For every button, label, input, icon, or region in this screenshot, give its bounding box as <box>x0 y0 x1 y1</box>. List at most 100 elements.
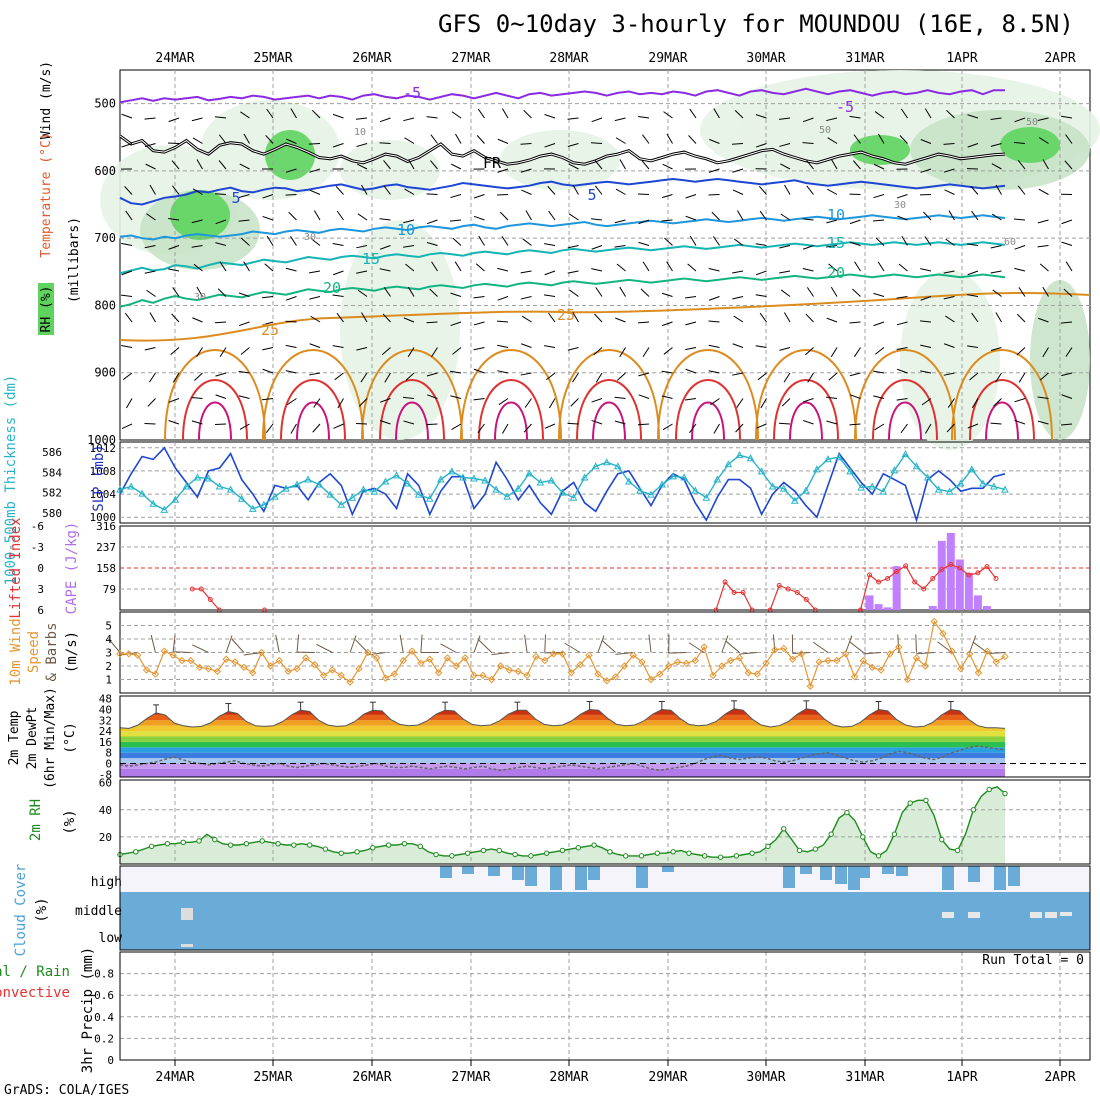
wind10m-point <box>381 674 390 682</box>
wind-barb <box>478 235 485 246</box>
cloud-gap <box>1060 912 1072 916</box>
wind-barb <box>191 117 203 122</box>
wind-barb <box>426 321 438 324</box>
wind-barb <box>285 168 297 173</box>
wind-barb <box>806 185 814 195</box>
wind-barb <box>121 345 133 348</box>
thickness-point <box>813 465 821 473</box>
cloud-frame <box>119 865 1091 951</box>
wind10m-point <box>443 654 452 662</box>
li-tick: -6 <box>31 520 44 533</box>
wind-barb <box>496 194 509 196</box>
wind10m-barb <box>792 652 811 654</box>
cape-tick: 79 <box>103 583 116 596</box>
wind-barb <box>945 238 955 246</box>
cloud-tick-middle: middle <box>75 904 122 919</box>
wind-barb <box>382 313 391 323</box>
wind-barb <box>594 160 603 170</box>
wind10m-point <box>797 650 806 658</box>
thickness-point <box>116 485 124 493</box>
thickness-point <box>425 494 434 502</box>
wind10m-point <box>231 658 239 666</box>
wind-barb <box>544 423 556 429</box>
wind10m-barb <box>969 635 977 653</box>
wind-barb <box>379 218 391 221</box>
wind10m-speed-line <box>120 620 1006 689</box>
cape-tick: 316 <box>96 520 116 533</box>
high-cloud-bar <box>882 866 894 874</box>
date-label-bottom: 27MAR <box>451 1070 490 1085</box>
date-label-bottom: 30MAR <box>746 1070 785 1085</box>
cape-bar <box>973 595 982 610</box>
wind-barb <box>732 372 744 376</box>
isotherm-label: 20 <box>827 264 845 282</box>
wind-barb <box>1037 117 1049 121</box>
thickness-point <box>636 486 644 494</box>
wind-barb <box>145 163 156 170</box>
wind-barb <box>591 268 603 272</box>
precip-frame <box>119 951 1091 1061</box>
wind-barb <box>172 372 180 383</box>
high-cloud-bar <box>550 866 562 890</box>
pressure-tick: 900 <box>94 366 116 380</box>
wind-barb <box>358 398 368 407</box>
wind-barb <box>1017 185 1026 195</box>
wind-barb <box>356 270 368 274</box>
axis-label-cape: CAPE (J/kg) <box>64 522 80 615</box>
wind-barb <box>548 398 556 409</box>
wind-barb <box>663 111 673 119</box>
thickness-point <box>890 466 899 474</box>
wind10m-point <box>240 663 248 672</box>
thickness-point <box>182 482 191 490</box>
temp-tick: 16 <box>99 736 112 749</box>
wind-barb <box>735 423 744 433</box>
wind-barb <box>852 288 861 297</box>
rh2m-point <box>133 849 139 855</box>
wind-barb <box>357 289 368 297</box>
wind10m-point <box>249 669 257 677</box>
axis-label-slp: SLP (mb) <box>91 444 107 511</box>
wind-barb <box>591 398 603 403</box>
date-label-top: 28MAR <box>549 51 588 66</box>
wind-barb <box>426 193 438 195</box>
wind-barb <box>828 263 838 272</box>
wind-barb <box>923 211 932 221</box>
lifted-index-point <box>903 563 909 569</box>
wind10m-barb <box>739 652 758 655</box>
wind10m-point <box>841 650 850 658</box>
wind-barb <box>167 142 180 144</box>
wind10m-point <box>611 673 620 681</box>
wind-barb <box>361 184 368 195</box>
wind-barb <box>403 117 415 122</box>
rh2m-point <box>243 840 250 847</box>
wind-barb <box>924 236 932 246</box>
wind-barb <box>430 134 438 144</box>
wind10m-barb <box>473 635 481 653</box>
wind-barb <box>619 286 626 297</box>
wind-barb <box>689 423 697 434</box>
wind-barb <box>214 193 227 195</box>
cloud-gap <box>1045 912 1057 918</box>
wind-barb <box>1061 241 1073 246</box>
wind-barb <box>708 168 720 173</box>
wind-barb <box>806 160 814 170</box>
wind-barb <box>168 398 180 403</box>
wind-barb <box>828 372 838 381</box>
wind10m-point <box>992 658 1000 666</box>
wind-barb <box>144 347 156 351</box>
wind-barb <box>311 238 321 246</box>
wind-barb <box>615 137 626 144</box>
wind10m-point <box>691 656 699 665</box>
wind-barb <box>218 160 227 170</box>
wind10m-point <box>567 669 576 677</box>
wind-barb <box>544 294 556 297</box>
wind-barb <box>524 398 532 408</box>
wind-barb <box>288 211 297 221</box>
date-label-top: 29MAR <box>648 51 687 66</box>
wind-barb <box>896 296 908 299</box>
wind-barb <box>593 347 603 356</box>
high-cloud-bar <box>858 866 870 878</box>
wind-barb <box>405 263 415 272</box>
wind10m-point <box>222 655 230 663</box>
rh-shading <box>910 110 1090 190</box>
